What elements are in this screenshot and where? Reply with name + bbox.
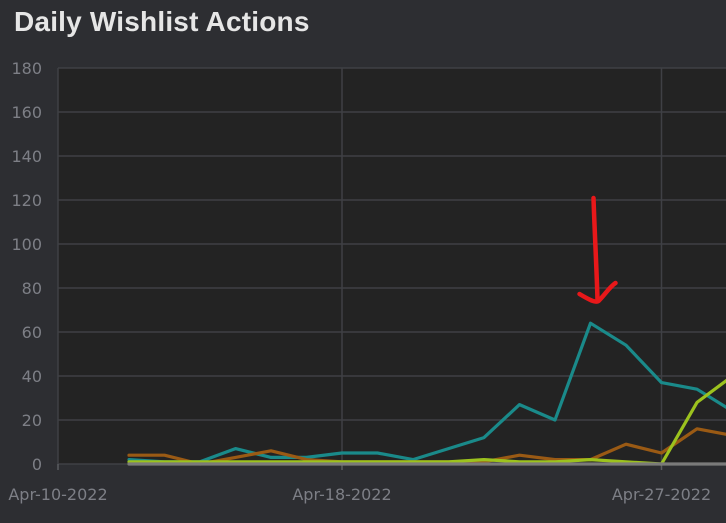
x-tick-label: Apr-10-2022 (8, 485, 107, 504)
y-axis-tick-labels: 0 20 40 60 80 100 120 140 160 180 (11, 59, 42, 474)
y-tick-label: 100 (11, 235, 42, 254)
grid-lines (57, 67, 726, 470)
y-tick-label: 60 (22, 323, 42, 342)
annotation-arrow-head (577, 280, 618, 304)
series-lines (127, 321, 726, 466)
series-line (127, 321, 726, 464)
y-tick-label: 0 (32, 455, 42, 474)
plot-area (58, 68, 726, 464)
annotation-arrow-shaft (591, 195, 600, 303)
annotation (577, 195, 618, 304)
series-line (127, 462, 726, 466)
x-axis-tick-labels: Apr-10-2022 Apr-18-2022 Apr-27-2022 (8, 485, 711, 504)
y-tick-label: 180 (11, 59, 42, 78)
y-tick-label: 160 (11, 103, 42, 122)
y-tick-label: 80 (22, 279, 42, 298)
y-tick-label: 120 (11, 191, 42, 210)
chart-title: Daily Wishlist Actions (14, 6, 310, 37)
x-tick-label: Apr-18-2022 (292, 485, 391, 504)
y-tick-label: 140 (11, 147, 42, 166)
y-tick-label: 20 (22, 411, 42, 430)
x-tick-label: Apr-27-2022 (612, 485, 711, 504)
y-tick-label: 40 (22, 367, 42, 386)
